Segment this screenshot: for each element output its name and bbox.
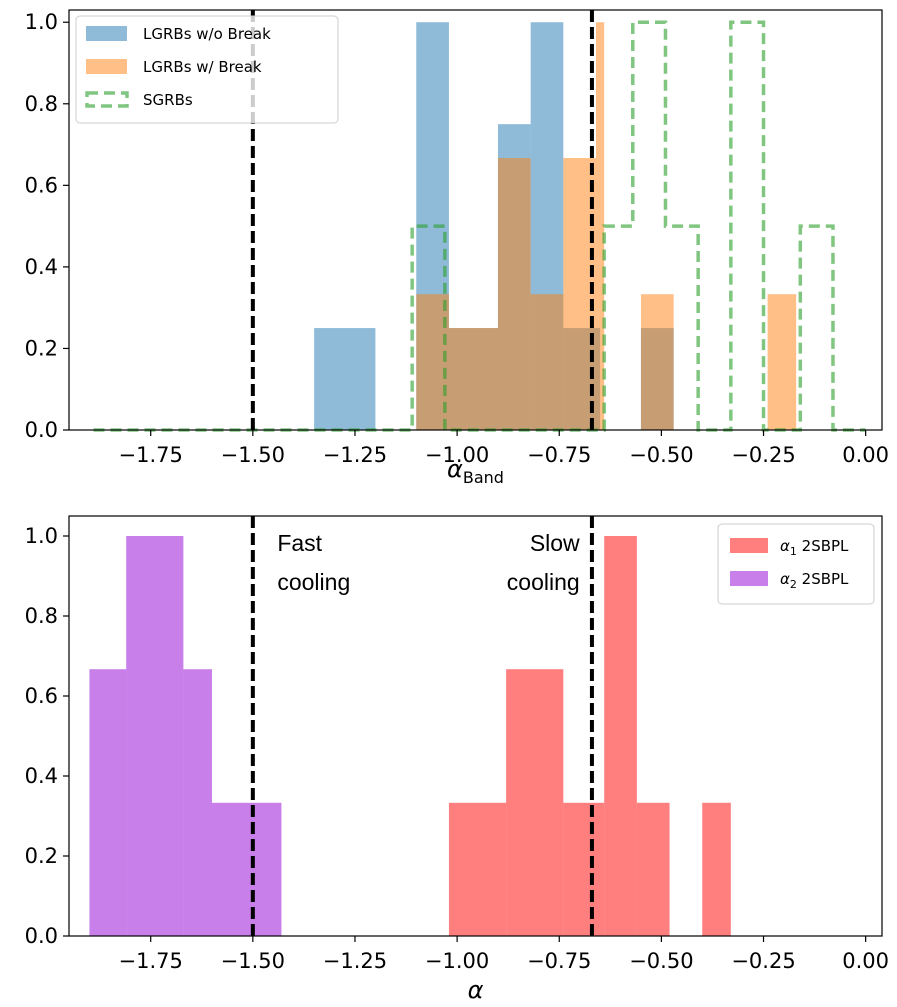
histogram-bar [89,669,127,936]
histogram-bar [604,536,637,936]
y-tick-label: 1.0 [25,524,58,548]
legend: LGRBs w/o Break LGRBs w/ Break SGRBs [75,15,339,124]
annotation-text: Fast [277,530,322,556]
legend-label-subscript: 1 [790,545,797,558]
x-tick-label: −1.50 [221,443,285,467]
x-tick-label: −1.00 [425,443,489,467]
histogram-bar [211,802,282,936]
y-tick-label: 0.0 [25,924,58,948]
x-tick-label: −1.25 [323,443,387,467]
x-tick-label: 0.00 [842,949,889,973]
legend-label-subscript: 2 [790,578,797,591]
histogram-bar [596,22,605,431]
legend-swatch [86,59,127,74]
step-outline [93,20,866,432]
series--2sbpl [448,536,731,936]
legend-swatch [85,91,129,108]
y-tick-label: 0.8 [25,604,58,628]
y-tick-label: 0.8 [25,92,58,116]
legend-swatch [730,571,768,586]
annotation-text: Slow [530,530,580,556]
histogram-bar [767,294,797,430]
y-tick-label: 1.0 [25,10,58,34]
x-tick-label: −0.75 [527,443,591,467]
series--2sbpl [89,536,282,936]
legend-swatch [730,538,768,553]
x-tick-label: −0.25 [731,949,795,973]
x-axis-label: αBand [447,455,504,487]
series-lgrbs-w-break [416,22,797,431]
histogram-bar [636,802,670,936]
y-tick-label: 0.6 [25,173,58,197]
x-tick-label: −0.50 [629,949,693,973]
x-tick-label: −1.75 [119,949,183,973]
chart-panel-1: −1.75 −1.50 −1.25 −1.00 −0.75 −0.50 −0.25 0.00 0… [25,9,889,487]
x-tick-label: −1.50 [221,949,285,973]
y-tick-label: 0.0 [25,418,58,442]
y-tick-label: 0.4 [25,764,58,788]
x-tick-label: −0.75 [527,949,591,973]
chart-panel-2: −1.75 −1.50 −1.25 −1.00 −0.75 −0.50 −0.25 0.00 0… [25,515,889,1004]
x-tick-label: −0.50 [629,443,693,467]
legend-label: LGRBs w/o Break [143,25,271,43]
y-tick-label: 0.2 [25,336,58,360]
legend-label: LGRBs w/ Break [143,58,262,76]
histogram-bar [126,536,184,936]
annotation-text: cooling [277,569,350,595]
x-axis-label: α [468,976,484,1004]
legend-label: α2 2SBPL [780,570,849,591]
histogram-bar [448,802,507,936]
annotation-text: cooling [507,569,580,595]
histogram-bar [563,802,605,936]
histogram-bar [530,294,564,430]
legend-frame [717,523,875,605]
axes-frame [68,9,883,431]
legend-swatch [86,26,127,41]
histogram-bar [497,158,531,431]
y-tick-label: 0.6 [25,684,58,708]
y-tick-label: 0.4 [25,255,58,279]
x-tick-label: −0.25 [731,443,795,467]
histogram-bar [183,669,212,936]
legend-label: α1 2SBPL [780,537,849,558]
x-tick-label: 0.00 [842,443,889,467]
histogram-bar [314,328,376,430]
histogram-bar [702,802,731,936]
legend-label-text: 2SBPL [797,537,849,555]
axes-frame [68,515,883,937]
x-tick-label: −1.75 [119,443,183,467]
histogram-bar [448,328,498,430]
legend-label: SGRBs [143,91,193,109]
legend-label-symbol: α [780,570,790,588]
legend-label-symbol: α [780,537,790,555]
series-sgrbs [93,20,866,432]
legend-label-text: 2SBPL [797,570,849,588]
x-tick-label: −1.25 [323,949,387,973]
legend-frame [75,15,339,124]
y-tick-label: 0.2 [25,844,58,868]
x-tick-label: −1.00 [425,949,489,973]
histogram-bar [640,294,674,430]
x-axis-label-subscript: Band [463,468,504,487]
histogram-bar [506,669,564,936]
x-axis-label-symbol: α [447,455,463,483]
